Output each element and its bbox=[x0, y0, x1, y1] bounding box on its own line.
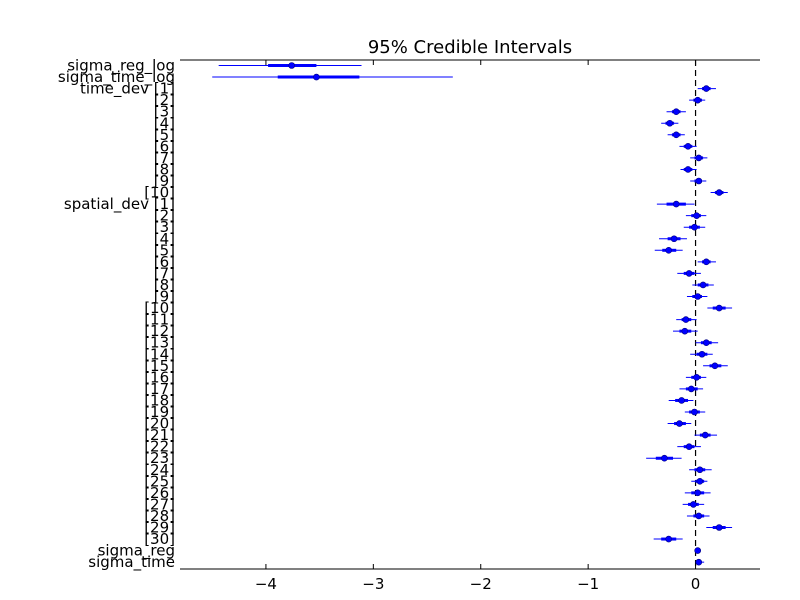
parameter-label: [29] bbox=[144, 519, 175, 537]
x-tick-label: 0 bbox=[691, 575, 701, 593]
mean-point bbox=[695, 512, 703, 520]
parameter-label: [18] bbox=[144, 391, 175, 409]
chart-title: 95% Credible Intervals bbox=[368, 37, 572, 58]
parameter-label: [8] bbox=[154, 160, 175, 178]
mean-point bbox=[672, 131, 680, 139]
mean-point bbox=[702, 85, 710, 92]
mean-point bbox=[695, 154, 703, 162]
parameter-label: time_dev [1] bbox=[80, 80, 175, 99]
mean-point bbox=[694, 293, 702, 300]
parameter-label: [10] bbox=[144, 184, 175, 202]
parameter-label: [6] bbox=[154, 253, 175, 271]
mean-point bbox=[694, 96, 702, 104]
x-tick-label: −2 bbox=[470, 575, 492, 593]
parameter-label: [8] bbox=[154, 276, 175, 294]
mean-point bbox=[682, 316, 690, 323]
mean-point bbox=[694, 547, 702, 554]
mean-point bbox=[678, 397, 685, 404]
mean-point bbox=[693, 212, 700, 219]
parameter-label: [12] bbox=[144, 322, 175, 340]
parameter-label: [14] bbox=[144, 345, 175, 363]
mean-point bbox=[696, 477, 704, 485]
mean-point bbox=[681, 327, 689, 335]
mean-point bbox=[693, 374, 700, 381]
parameter-label: [6] bbox=[154, 137, 175, 155]
parameter-label: [9] bbox=[154, 172, 175, 190]
mean-point bbox=[690, 501, 697, 508]
mean-point bbox=[670, 235, 678, 243]
parameter-label: [30] bbox=[144, 530, 175, 548]
parameter-label: [3] bbox=[154, 103, 175, 121]
mean-point bbox=[666, 119, 674, 127]
parameter-label: sigma_time bbox=[88, 553, 175, 572]
mean-point bbox=[672, 108, 680, 115]
parameter-label: [4] bbox=[154, 114, 175, 132]
x-tick-label: −4 bbox=[255, 575, 277, 593]
mean-point bbox=[699, 281, 707, 289]
parameter-label: [15] bbox=[144, 357, 175, 375]
mean-point bbox=[685, 443, 693, 450]
mean-point bbox=[672, 200, 680, 208]
parameter-label: [22] bbox=[144, 438, 175, 456]
mean-point bbox=[702, 258, 710, 266]
parameter-label: [19] bbox=[144, 403, 175, 421]
parameter-label: sigma_reg bbox=[98, 542, 175, 561]
parameter-label: [5] bbox=[154, 126, 175, 144]
mean-point bbox=[684, 143, 692, 150]
parameter-label: sigma_time_log bbox=[58, 68, 175, 87]
x-tick-label: −1 bbox=[577, 575, 599, 593]
parameter-label: [7] bbox=[154, 264, 175, 282]
mean-point bbox=[684, 166, 692, 173]
mean-point bbox=[313, 73, 320, 81]
mean-point bbox=[694, 489, 702, 497]
mean-point bbox=[715, 304, 723, 312]
parameter-label: [4] bbox=[154, 230, 175, 248]
parameter-label: [11] bbox=[144, 311, 175, 329]
mean-point bbox=[715, 524, 723, 531]
parameter-label: [27] bbox=[144, 495, 175, 513]
mean-point bbox=[687, 385, 695, 393]
parameter-label: [24] bbox=[144, 461, 175, 479]
mean-point bbox=[698, 350, 706, 358]
mean-point bbox=[665, 535, 673, 543]
mean-point bbox=[685, 270, 693, 277]
parameter-label: [25] bbox=[144, 472, 175, 490]
mean-point bbox=[696, 466, 704, 474]
mean-point bbox=[691, 408, 698, 416]
parameter-label: [2] bbox=[154, 207, 175, 225]
parameter-label: [20] bbox=[144, 415, 175, 433]
parameter-label: [23] bbox=[144, 449, 175, 467]
parameter-label: [16] bbox=[144, 368, 175, 386]
mean-point bbox=[661, 454, 668, 462]
mean-point bbox=[665, 247, 673, 254]
mean-point bbox=[701, 431, 709, 439]
parameter-label: [7] bbox=[154, 149, 175, 167]
parameter-label: [21] bbox=[144, 426, 175, 444]
mean-point bbox=[288, 62, 296, 69]
mean-point bbox=[715, 189, 723, 196]
parameter-label: [13] bbox=[144, 334, 175, 352]
parameter-label: [26] bbox=[144, 484, 175, 502]
parameter-label: sigma_reg_log bbox=[67, 57, 175, 76]
mean-point bbox=[676, 420, 683, 427]
parameter-label: [17] bbox=[144, 380, 175, 398]
mean-point bbox=[702, 339, 710, 347]
parameter-label: spatial_dev [1] bbox=[64, 195, 175, 214]
mean-point bbox=[695, 177, 703, 185]
interval-marks bbox=[212, 60, 733, 569]
parameter-label: [5] bbox=[154, 241, 175, 259]
parameter-label: [28] bbox=[144, 507, 175, 525]
parameter-label: [10] bbox=[144, 299, 175, 317]
mean-point bbox=[695, 558, 703, 566]
x-tick-label: −3 bbox=[362, 575, 384, 593]
x-axis: −4 −3 −2 −1 0 bbox=[255, 60, 700, 593]
mean-point bbox=[711, 362, 719, 370]
mean-point bbox=[691, 223, 698, 231]
parameter-label: [2] bbox=[154, 91, 175, 109]
parameter-label: [9] bbox=[154, 288, 175, 306]
parameter-label: [3] bbox=[154, 218, 175, 236]
